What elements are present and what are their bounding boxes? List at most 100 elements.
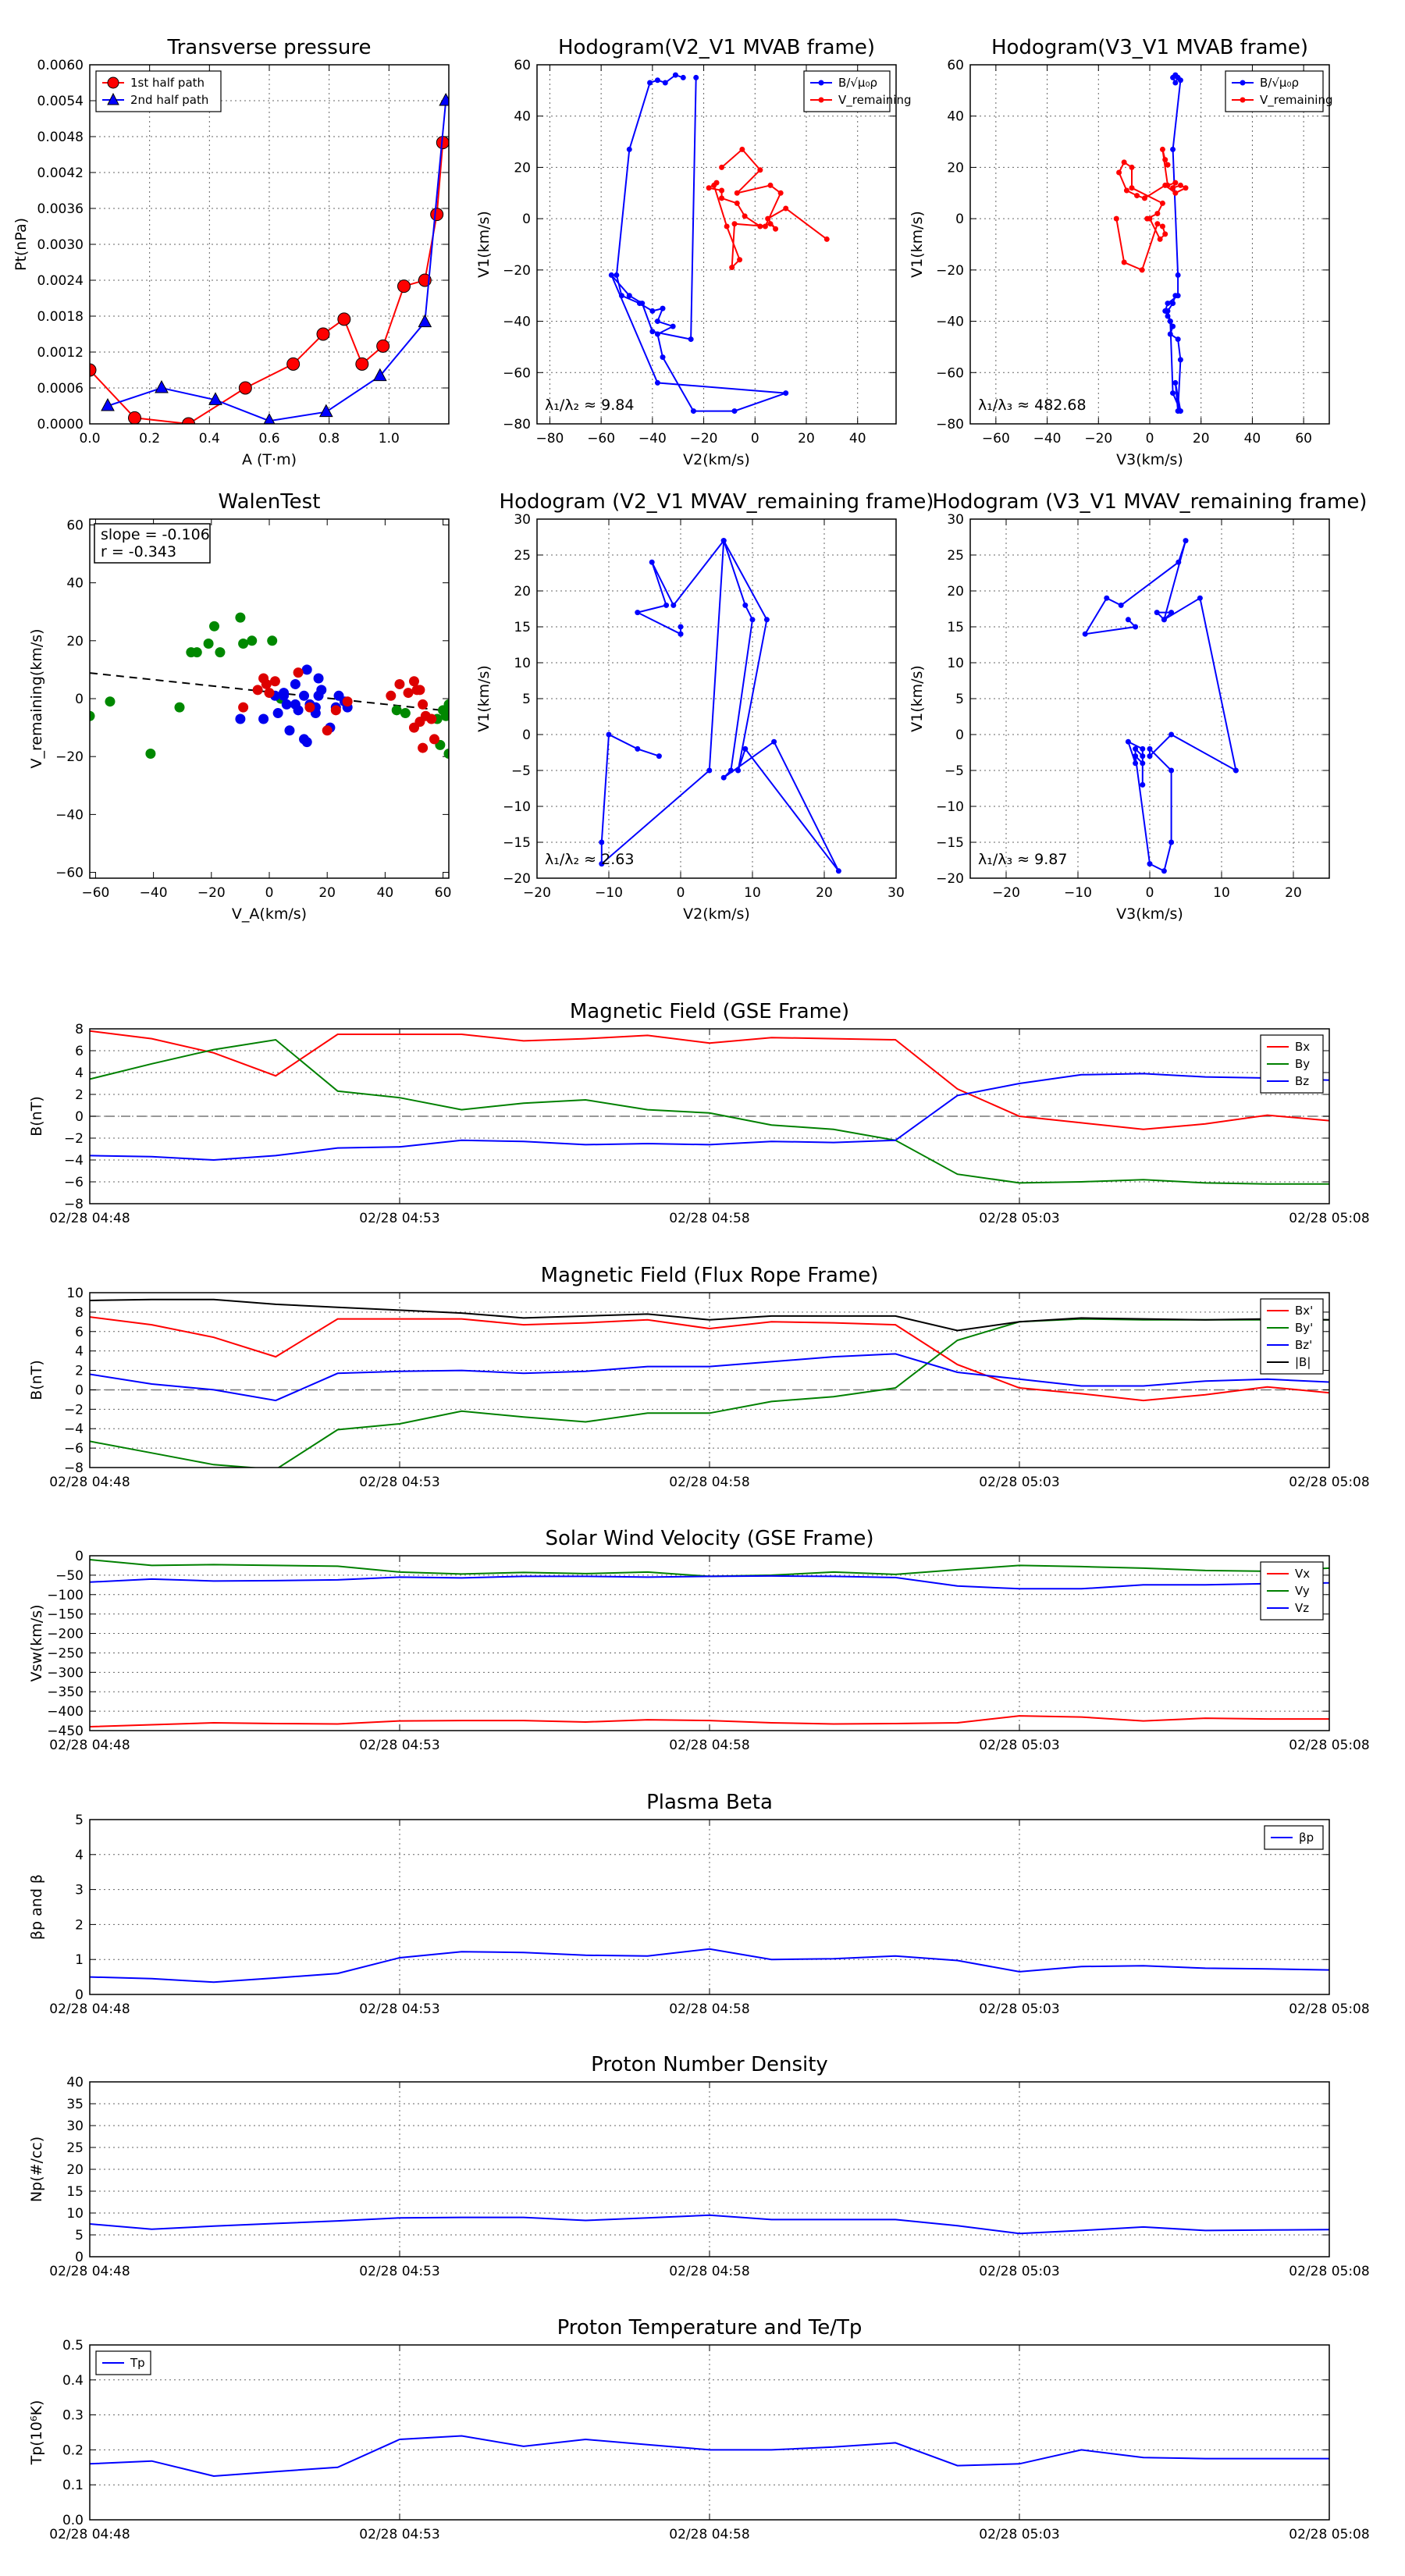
data-point <box>614 272 620 278</box>
y-axis-label: Vsw(km/s) <box>28 1604 45 1681</box>
y-tick-label: 0.0048 <box>37 130 84 145</box>
y-tick-label: 0.0042 <box>37 165 84 181</box>
x-tick-label: 0.4 <box>199 431 220 447</box>
x-tick-label: 02/28 05:03 <box>979 1475 1059 1490</box>
x-tick-label: 02/28 04:48 <box>49 1475 130 1490</box>
chart-title: Transverse pressure <box>167 36 372 59</box>
data-point <box>1125 617 1131 623</box>
data-point <box>749 617 756 623</box>
axes-frame <box>89 518 450 879</box>
data-point <box>660 354 666 361</box>
legend-label: V_remaining <box>838 93 912 108</box>
data-point <box>1133 753 1139 760</box>
y-tick-label: −200 <box>47 1627 84 1642</box>
y-tick-label: −80 <box>936 417 964 432</box>
data-point <box>678 631 684 637</box>
data-point <box>719 187 725 194</box>
scatter-point-red <box>304 702 315 713</box>
data-point <box>639 301 646 307</box>
x-axis-label: V3(km/s) <box>1116 451 1183 468</box>
x-axis-label: V_A(km/s) <box>232 906 307 923</box>
chart-title: Magnetic Field (GSE Frame) <box>570 1000 849 1023</box>
ratio-annotation: λ₁/λ₃ ≈ 9.87 <box>978 851 1067 868</box>
data-point <box>688 336 694 343</box>
data-point <box>1177 408 1183 415</box>
axes-frame <box>89 2081 1330 2258</box>
y-axis-label: B(nT) <box>28 1096 45 1137</box>
series-line-p <box>90 1948 1329 1984</box>
data-point <box>654 379 660 386</box>
data-point <box>1165 308 1171 314</box>
series-line-s0 <box>600 539 840 872</box>
scatter-point-blue <box>316 685 327 696</box>
plot-area <box>90 2435 1329 2478</box>
data-point <box>397 279 411 294</box>
data-point <box>662 80 668 86</box>
y-tick-label: −5 <box>511 763 531 779</box>
y-tick-label: 0.3 <box>62 2408 84 2424</box>
x-tick-label: −40 <box>140 885 168 901</box>
data-point <box>1140 760 1146 767</box>
x-tick-label: 40 <box>1244 431 1261 447</box>
data-point <box>182 417 195 424</box>
legend-box <box>803 70 891 112</box>
y-tick-label: −8 <box>64 1461 84 1476</box>
y-tick-label: 3 <box>75 1883 84 1898</box>
data-point <box>654 318 660 325</box>
data-point <box>1154 221 1161 227</box>
y-tick-label: 0.0030 <box>37 237 84 253</box>
axes-frame <box>89 1555 1330 1731</box>
y-tick-label: −80 <box>503 417 531 432</box>
data-point <box>1172 190 1179 196</box>
x-tick-label: −60 <box>587 431 615 447</box>
data-point <box>724 223 730 229</box>
series-line-bz <box>90 1353 1329 1402</box>
data-point <box>763 617 770 623</box>
axes-frame <box>969 518 1330 879</box>
x-tick-label: 02/28 05:03 <box>979 2527 1059 2542</box>
y-tick-label: −20 <box>936 871 964 887</box>
chart-h4: Hodogram (V3_V1 MVAV_remaining frame) V3(… <box>909 490 1367 923</box>
data-point <box>1168 767 1175 774</box>
data-point <box>1172 180 1179 186</box>
legend-label: Bz' <box>1295 1338 1312 1352</box>
y-tick-label: 40 <box>514 109 531 125</box>
data-point <box>1172 80 1179 86</box>
x-tick-label: 20 <box>816 885 833 901</box>
data-point <box>1141 195 1147 201</box>
y-tick-label: −6 <box>64 1441 84 1457</box>
y-tick-label: 0.0036 <box>37 201 84 217</box>
y-tick-label: −15 <box>936 835 964 851</box>
scatter-point-green <box>145 748 156 759</box>
scatter-point-green <box>391 705 402 716</box>
x-tick-label: −40 <box>638 431 667 447</box>
y-axis-label: V1(km/s) <box>909 665 926 732</box>
y-tick-label: −350 <box>47 1685 84 1700</box>
chart-title: Proton Temperature and Te/Tp <box>557 2316 863 2339</box>
data-point <box>737 257 743 263</box>
legend-label: Bz <box>1295 1074 1309 1088</box>
data-point <box>155 379 169 393</box>
legend-marker <box>1240 80 1246 86</box>
data-point <box>608 272 614 278</box>
y-tick-label: 25 <box>514 548 531 564</box>
x-tick-label: 0 <box>265 885 274 901</box>
x-tick-label: 02/28 04:53 <box>359 1475 439 1490</box>
x-tick-label: 60 <box>1295 431 1312 447</box>
x-tick-label: 02/28 05:08 <box>1289 1738 1369 1753</box>
y-tick-label: 2 <box>75 1917 84 1933</box>
data-point <box>777 190 784 196</box>
x-tick-label: 02/28 05:08 <box>1289 2001 1369 2017</box>
y-tick-label: 5 <box>955 692 964 707</box>
scatter-point-blue <box>258 713 269 724</box>
chart-tp: Proton Temperature and Te/Tp Tp(10⁶K) 02/2… <box>28 2316 1370 2542</box>
y-tick-label: 0.0 <box>62 2513 84 2528</box>
series-line-vz <box>90 1574 1329 1590</box>
x-tick-label: 02/28 04:48 <box>49 2527 130 2542</box>
y-tick-label: 20 <box>514 584 531 600</box>
data-point <box>1157 236 1163 242</box>
data-point <box>355 357 369 371</box>
legend-marker <box>818 80 824 86</box>
scatter-point-blue <box>313 673 324 684</box>
